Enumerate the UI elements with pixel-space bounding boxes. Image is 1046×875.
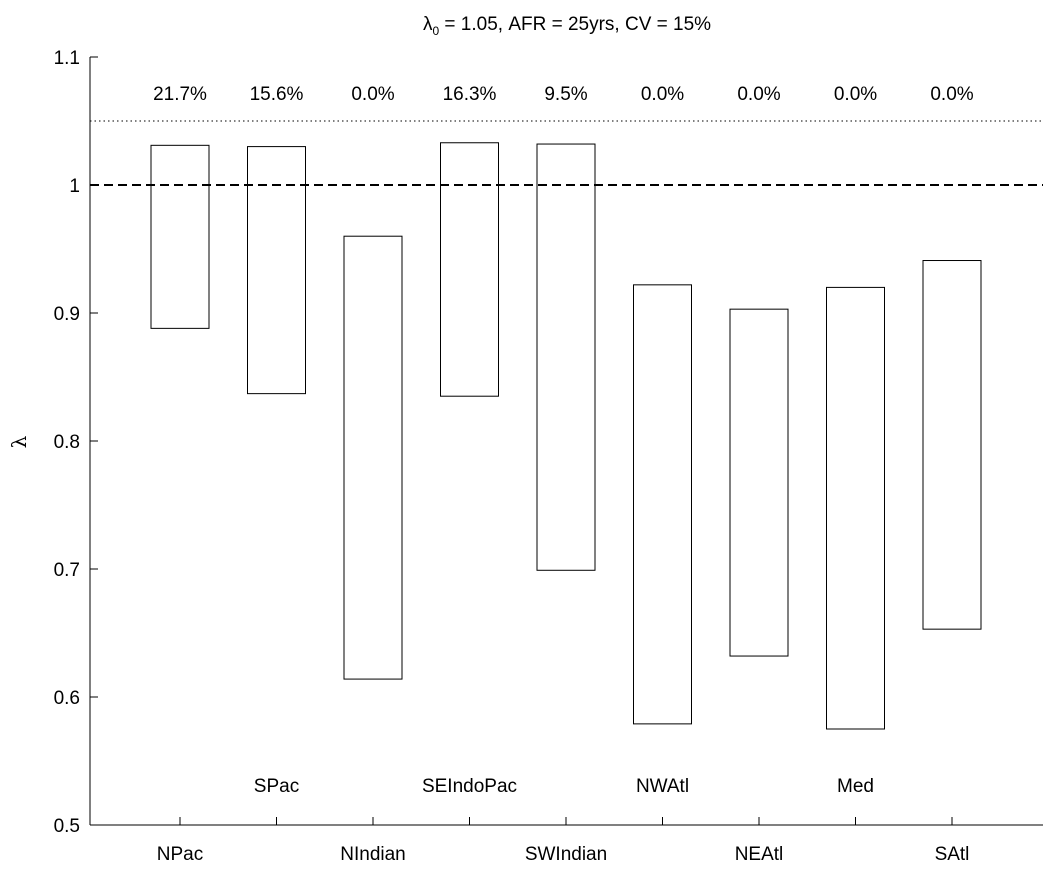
x-category-label: NWAtl: [636, 776, 689, 797]
x-category-label: Med: [837, 776, 874, 797]
y-tick-label: 0.8: [54, 432, 80, 453]
range-box: [729, 308, 789, 657]
chart-title: λ0 = 1.05, AFR = 25yrs, CV = 15%: [423, 14, 711, 38]
title-lambda: λ: [423, 14, 433, 35]
percent-label: 0.0%: [930, 84, 973, 105]
range-box: [150, 144, 210, 329]
percent-label: 0.0%: [834, 84, 877, 105]
y-tick-label: 0.9: [54, 304, 80, 325]
percent-label: 0.0%: [351, 84, 394, 105]
y-tick-label: 0.5: [54, 816, 80, 837]
percent-label: 0.0%: [641, 84, 684, 105]
range-box: [536, 143, 596, 571]
range-box: [440, 142, 499, 397]
range-box: [633, 284, 692, 725]
title-subscript: 0: [432, 24, 439, 38]
x-category-label: NPac: [157, 844, 203, 865]
y-axis-label: λ: [7, 435, 31, 448]
x-category-label: NIndian: [340, 844, 406, 865]
range-box: [343, 235, 403, 680]
x-category-label: NEAtl: [735, 844, 784, 865]
range-box: [247, 146, 306, 395]
percent-label: 16.3%: [443, 84, 497, 105]
y-tick-label: 1.1: [54, 48, 80, 69]
percent-label: 9.5%: [544, 84, 587, 105]
y-tick-label: 1: [69, 176, 80, 197]
x-category-label: SAtl: [935, 844, 970, 865]
range-box: [826, 286, 885, 730]
x-category-label: SWIndian: [525, 844, 607, 865]
x-category-label: SEIndoPac: [422, 776, 517, 797]
y-tick-label: 0.6: [54, 688, 80, 709]
range-box: [922, 260, 982, 630]
percent-label: 21.7%: [153, 84, 207, 105]
title-rest: = 1.05, AFR = 25yrs, CV = 15%: [439, 14, 711, 35]
percent-label: 0.0%: [737, 84, 780, 105]
x-category-label: SPac: [254, 776, 299, 797]
percent-label: 15.6%: [250, 84, 304, 105]
y-tick-label: 0.7: [54, 560, 80, 581]
